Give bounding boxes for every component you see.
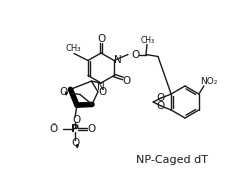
Text: NP-Caged dT: NP-Caged dT bbox=[136, 155, 208, 165]
Text: P: P bbox=[71, 124, 79, 134]
Text: N: N bbox=[114, 55, 122, 64]
Text: O: O bbox=[71, 138, 79, 148]
Text: O: O bbox=[99, 87, 107, 97]
Text: O: O bbox=[60, 87, 68, 97]
Text: CH₃: CH₃ bbox=[65, 44, 81, 53]
Text: O: O bbox=[97, 34, 105, 44]
Text: O: O bbox=[156, 93, 164, 103]
Text: O: O bbox=[72, 115, 80, 125]
Text: O: O bbox=[123, 75, 131, 86]
Text: O: O bbox=[156, 101, 164, 111]
Text: N: N bbox=[97, 82, 105, 92]
Text: ⁻: ⁻ bbox=[52, 122, 56, 131]
Text: O: O bbox=[132, 50, 140, 60]
Text: O: O bbox=[87, 124, 95, 134]
Text: O: O bbox=[50, 124, 58, 134]
Text: NO₂: NO₂ bbox=[200, 76, 218, 86]
Text: CH₃: CH₃ bbox=[141, 36, 155, 45]
